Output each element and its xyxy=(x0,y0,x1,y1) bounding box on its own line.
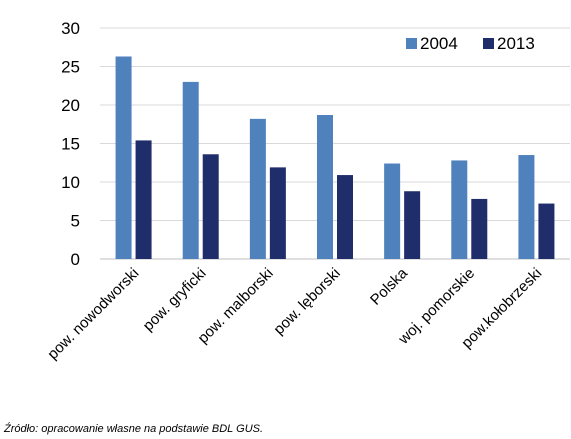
x-category-label: pow. gryficki xyxy=(140,265,210,335)
bar-2004 xyxy=(182,81,199,260)
y-tick-label: 10 xyxy=(61,173,80,192)
bar-2004 xyxy=(249,118,266,259)
y-tick-label: 15 xyxy=(61,135,80,154)
bar-2013 xyxy=(337,175,353,259)
legend-label: 2013 xyxy=(497,34,535,53)
x-category-label: pow. nowodworski xyxy=(44,265,142,363)
x-category-label: Polska xyxy=(367,264,411,308)
bar-2013 xyxy=(269,167,286,259)
y-tick-label: 25 xyxy=(61,58,80,77)
bar-2013 xyxy=(202,154,219,259)
bar-2004 xyxy=(518,155,535,259)
bar-2004 xyxy=(384,163,401,259)
source-note: Źródło: opracowanie własne na podstawie … xyxy=(4,423,264,435)
bars xyxy=(115,56,555,260)
y-tick-label: 5 xyxy=(71,212,80,231)
x-category-label: pow. lęborski xyxy=(270,265,343,338)
bar-2013 xyxy=(135,140,152,259)
y-tick-label: 30 xyxy=(61,19,80,38)
legend: 2004 2013 xyxy=(406,34,535,53)
gridlines xyxy=(100,27,570,260)
bar-2013 xyxy=(471,198,488,259)
bar-2004 xyxy=(115,56,132,259)
bar-2013 xyxy=(538,203,555,259)
legend-swatch xyxy=(483,38,494,49)
y-tick-label: 0 xyxy=(71,250,80,269)
bar-2004 xyxy=(451,160,468,259)
legend-swatch xyxy=(406,38,417,49)
bar-2013 xyxy=(404,191,421,259)
y-tick-label: 20 xyxy=(61,96,80,115)
y-axis-tick-labels: 0 5 10 15 20 25 30 xyxy=(61,19,80,269)
legend-label: 2004 xyxy=(420,34,458,53)
bar-2004 xyxy=(317,115,333,259)
